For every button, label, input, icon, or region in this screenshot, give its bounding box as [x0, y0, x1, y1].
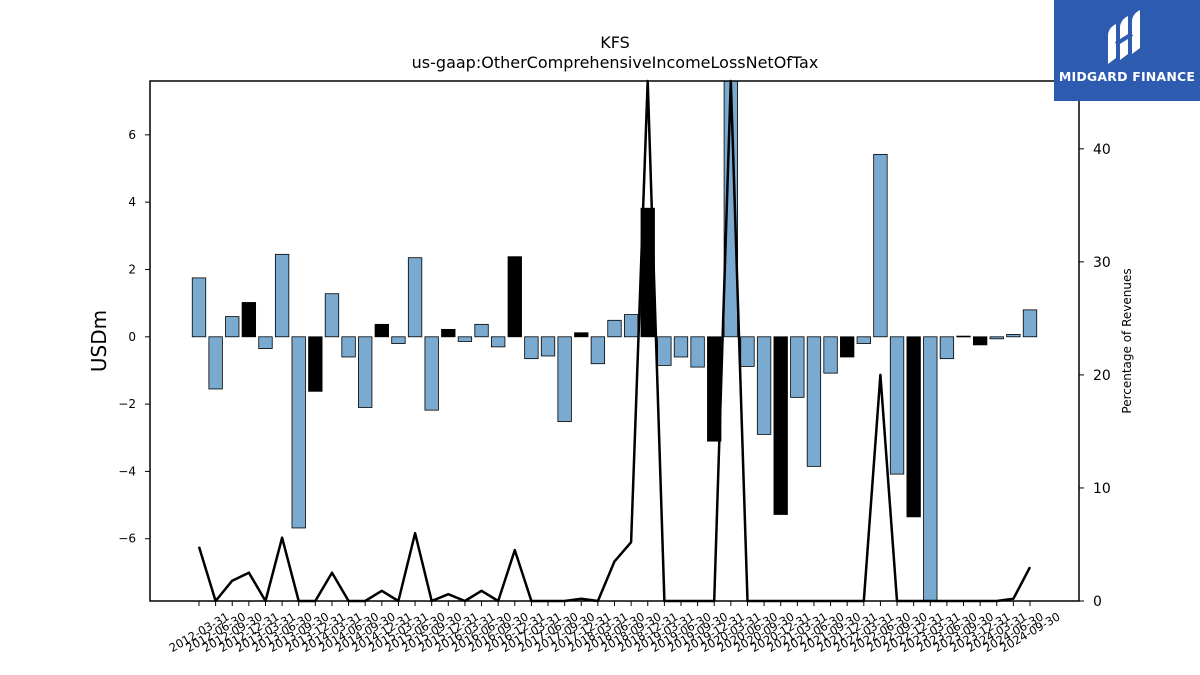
revenue-percentage-line: [197, 79, 1032, 603]
bar: [374, 323, 389, 338]
bar: [524, 336, 539, 360]
bar: [690, 336, 705, 368]
bar: [972, 336, 988, 346]
bar: [873, 153, 888, 338]
bar: [191, 277, 207, 338]
bar: [258, 336, 273, 349]
brand-logo: MIDGARD FINANCE: [1054, 0, 1200, 101]
bar: [740, 336, 755, 367]
bar: [773, 336, 788, 515]
bar: [1022, 309, 1038, 338]
y-tick-label: −4: [118, 464, 136, 478]
bar: [889, 336, 905, 475]
chart-title: KFS: [600, 33, 630, 52]
bar: [1006, 334, 1021, 338]
bar: [540, 336, 556, 357]
bar: [790, 336, 805, 398]
bar: [225, 316, 240, 338]
y2-tick-label: 0: [1093, 594, 1102, 610]
bar: [673, 336, 689, 358]
bar: [324, 293, 340, 338]
bar: [308, 336, 323, 392]
bar: [241, 302, 257, 338]
bar: [474, 323, 489, 338]
bar: [274, 253, 290, 338]
bar: [906, 336, 921, 518]
y2-tick-label: 40: [1093, 142, 1111, 158]
logo-text: MIDGARD FINANCE: [1058, 69, 1196, 84]
y2-axis-label: Percentage of Revenues: [1120, 268, 1134, 413]
bar: [607, 319, 622, 338]
bar: [507, 256, 522, 338]
bar: [856, 336, 871, 344]
midgard-logo-icon: [1108, 10, 1140, 64]
y-tick-label: −6: [118, 532, 136, 546]
y-tick-label: −2: [118, 397, 136, 411]
bar: [939, 336, 955, 360]
y2-tick-label: 20: [1093, 368, 1111, 384]
bar: [291, 336, 306, 529]
y-tick-label: 2: [128, 262, 136, 276]
bar: [823, 336, 838, 374]
bar: [424, 336, 439, 411]
bar: [557, 336, 572, 423]
bar: [574, 332, 589, 338]
y2-tick-label: 30: [1093, 255, 1111, 271]
bar: [756, 336, 772, 435]
line-layer: [197, 79, 1032, 603]
chart-subtitle: us-gaap:OtherComprehensiveIncomeLossNetO…: [412, 53, 819, 72]
bar: [840, 336, 855, 358]
y-axis-label: USDm: [87, 310, 111, 372]
bar: [623, 314, 639, 338]
bar: [590, 336, 606, 365]
y2-tick-label: 10: [1093, 481, 1111, 497]
bar: [208, 336, 223, 390]
bar: [491, 336, 506, 348]
bar: [956, 335, 971, 338]
bar: [407, 257, 423, 338]
bars-layer: [191, 80, 1038, 602]
right-axis: 0 10 20 30 40: [1079, 142, 1111, 610]
left-axis: −6 −4 −2 0 2 4 6: [118, 128, 150, 546]
bar: [989, 336, 1004, 340]
bar: [441, 328, 456, 338]
bar: [806, 336, 822, 467]
y-tick-label: 0: [128, 330, 136, 344]
y-tick-label: 6: [128, 128, 136, 142]
bar: [657, 336, 672, 366]
bar: [341, 336, 356, 358]
bar: [391, 336, 406, 344]
bar: [457, 336, 473, 342]
x-axis: 2012-03-312012-06-302012-09-302012-12-31…: [167, 601, 1063, 655]
plot-frame: [149, 80, 1080, 602]
bar: [923, 336, 938, 602]
y-tick-label: 4: [128, 195, 136, 209]
bar: [358, 336, 373, 408]
